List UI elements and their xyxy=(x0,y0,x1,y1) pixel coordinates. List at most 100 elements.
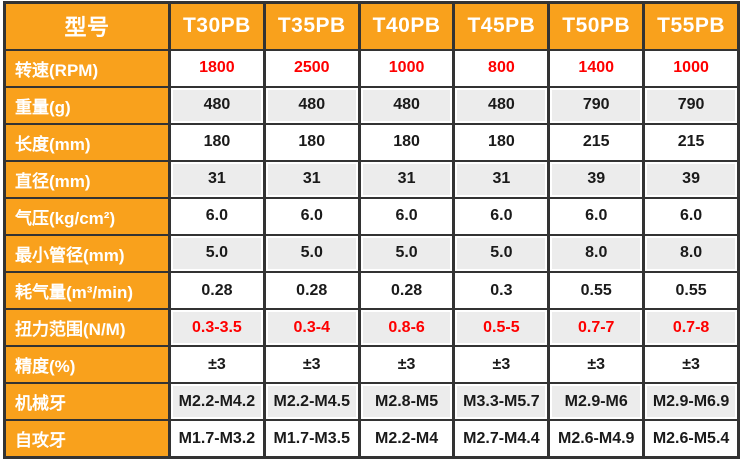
value-cell: 39 xyxy=(642,159,740,199)
value-cell: 8.0 xyxy=(642,233,740,273)
spec-row: 自攻牙 M1.7-M3.2 M1.7-M3.5 M2.2-M4 M2.7-M4.4 M2.… xyxy=(3,419,740,459)
value-cell: 0.3-3.5 xyxy=(168,308,266,348)
value-cell: 6.0 xyxy=(452,196,551,236)
value-cell: 1000 xyxy=(357,48,456,88)
value-cell: 0.55 xyxy=(642,270,740,311)
value-cell: 0.55 xyxy=(547,270,646,311)
value-cell: M1.7-M3.5 xyxy=(262,419,361,459)
value-cell: ±3 xyxy=(547,345,646,385)
value-cell: 800 xyxy=(452,48,551,88)
spec-row: 转速(RPM) 1800 2500 1000 800 1400 1000 xyxy=(3,48,740,88)
value-cell: M2.2-M4 xyxy=(357,419,456,459)
row-label: 最小管径(mm) xyxy=(3,233,171,273)
value-cell: 31 xyxy=(168,159,266,199)
row-label: 气压(kg/cm²) xyxy=(3,196,171,236)
value-cell: 180 xyxy=(262,122,361,162)
row-label: 机械牙 xyxy=(3,382,171,422)
column-header: T40PB xyxy=(357,1,456,51)
value-cell: 8.0 xyxy=(547,233,646,273)
spec-row: 耗气量(m³/min) 0.28 0.28 0.28 0.3 0.55 0.55 xyxy=(3,270,740,311)
spec-row: 直径(mm) 31 31 31 31 39 39 xyxy=(3,159,740,199)
value-cell: 6.0 xyxy=(168,196,266,236)
value-cell: 31 xyxy=(452,159,551,199)
value-cell: 480 xyxy=(452,85,551,125)
value-cell: 215 xyxy=(642,122,740,162)
spec-row: 机械牙 M2.2-M4.2 M2.2-M4.5 M2.8-M5 M3.3-M5.7 M2.… xyxy=(3,382,740,422)
value-cell: 790 xyxy=(547,85,646,125)
spec-row: 重量(g) 480 480 480 480 790 790 xyxy=(3,85,740,125)
value-cell: 0.7-7 xyxy=(547,308,646,348)
spec-row: 气压(kg/cm²) 6.0 6.0 6.0 6.0 6.0 6.0 xyxy=(3,196,740,236)
value-cell: M2.8-M5 xyxy=(357,382,456,422)
spec-row: 最小管径(mm) 5.0 5.0 5.0 5.0 8.0 8.0 xyxy=(3,233,740,273)
value-cell: 0.3-4 xyxy=(262,308,361,348)
value-cell: 0.3 xyxy=(452,270,551,311)
value-cell: 2500 xyxy=(262,48,361,88)
value-cell: M1.7-M3.2 xyxy=(168,419,266,459)
value-cell: 39 xyxy=(547,159,646,199)
value-cell: M2.7-M4.4 xyxy=(452,419,551,459)
value-cell: 480 xyxy=(168,85,266,125)
value-cell: M2.6-M5.4 xyxy=(642,419,740,459)
column-header: T55PB xyxy=(642,1,740,51)
spec-row: 精度(%) ±3 ±3 ±3 ±3 ±3 ±3 xyxy=(3,345,740,385)
value-cell: ±3 xyxy=(452,345,551,385)
table-head: 型号 T30PB T35PB T40PB T45PB T50PB T55PB xyxy=(3,1,740,51)
value-cell: M3.3-M5.7 xyxy=(452,382,551,422)
value-cell: 790 xyxy=(642,85,740,125)
row-label: 直径(mm) xyxy=(3,159,171,199)
value-cell: 1000 xyxy=(642,48,740,88)
spec-row: 长度(mm) 180 180 180 180 215 215 xyxy=(3,122,740,162)
value-cell: ±3 xyxy=(642,345,740,385)
value-cell: 480 xyxy=(262,85,361,125)
value-cell: 5.0 xyxy=(262,233,361,273)
value-cell: 5.0 xyxy=(357,233,456,273)
value-cell: 31 xyxy=(262,159,361,199)
table-body: 转速(RPM) 1800 2500 1000 800 1400 1000 重量(g) 480 48… xyxy=(3,48,740,459)
value-cell: 6.0 xyxy=(262,196,361,236)
value-cell: M2.9-M6.9 xyxy=(642,382,740,422)
spec-row: 扭力范围(N/M) 0.3-3.5 0.3-4 0.8-6 0.5-5 0.7-7 0.7-… xyxy=(3,308,740,348)
value-cell: M2.2-M4.5 xyxy=(262,382,361,422)
column-header: T50PB xyxy=(547,1,646,51)
value-cell: 180 xyxy=(168,122,266,162)
value-cell: 0.28 xyxy=(262,270,361,311)
row-label: 耗气量(m³/min) xyxy=(3,270,171,311)
value-cell: 180 xyxy=(357,122,456,162)
product-spec-table: 型号 T30PB T35PB T40PB T45PB T50PB T55PB 转速(RPM)… xyxy=(3,1,740,459)
column-header: T35PB xyxy=(262,1,361,51)
value-cell: 215 xyxy=(547,122,646,162)
value-cell: 1800 xyxy=(168,48,266,88)
value-cell: 6.0 xyxy=(642,196,740,236)
row-label: 精度(%) xyxy=(3,345,171,385)
value-cell: 6.0 xyxy=(547,196,646,236)
value-cell: 0.28 xyxy=(357,270,456,311)
row-label: 自攻牙 xyxy=(3,419,171,459)
row-label: 长度(mm) xyxy=(3,122,171,162)
value-cell: ±3 xyxy=(357,345,456,385)
value-cell: ±3 xyxy=(168,345,266,385)
value-cell: M2.2-M4.2 xyxy=(168,382,266,422)
header-row: 型号 T30PB T35PB T40PB T45PB T50PB T55PB xyxy=(3,1,740,51)
value-cell: 6.0 xyxy=(357,196,456,236)
value-cell: 0.8-6 xyxy=(357,308,456,348)
model-column-header: 型号 xyxy=(3,1,171,51)
column-header: T45PB xyxy=(452,1,551,51)
value-cell: 480 xyxy=(357,85,456,125)
row-label: 转速(RPM) xyxy=(3,48,171,88)
row-label: 重量(g) xyxy=(3,85,171,125)
value-cell: 5.0 xyxy=(452,233,551,273)
value-cell: 0.7-8 xyxy=(642,308,740,348)
row-label: 扭力范围(N/M) xyxy=(3,308,171,348)
value-cell: ±3 xyxy=(262,345,361,385)
value-cell: 180 xyxy=(452,122,551,162)
value-cell: 31 xyxy=(357,159,456,199)
value-cell: M2.9-M6 xyxy=(547,382,646,422)
value-cell: 0.28 xyxy=(168,270,266,311)
column-header: T30PB xyxy=(168,1,266,51)
value-cell: 0.5-5 xyxy=(452,308,551,348)
value-cell: M2.6-M4.9 xyxy=(547,419,646,459)
value-cell: 1400 xyxy=(547,48,646,88)
value-cell: 5.0 xyxy=(168,233,266,273)
